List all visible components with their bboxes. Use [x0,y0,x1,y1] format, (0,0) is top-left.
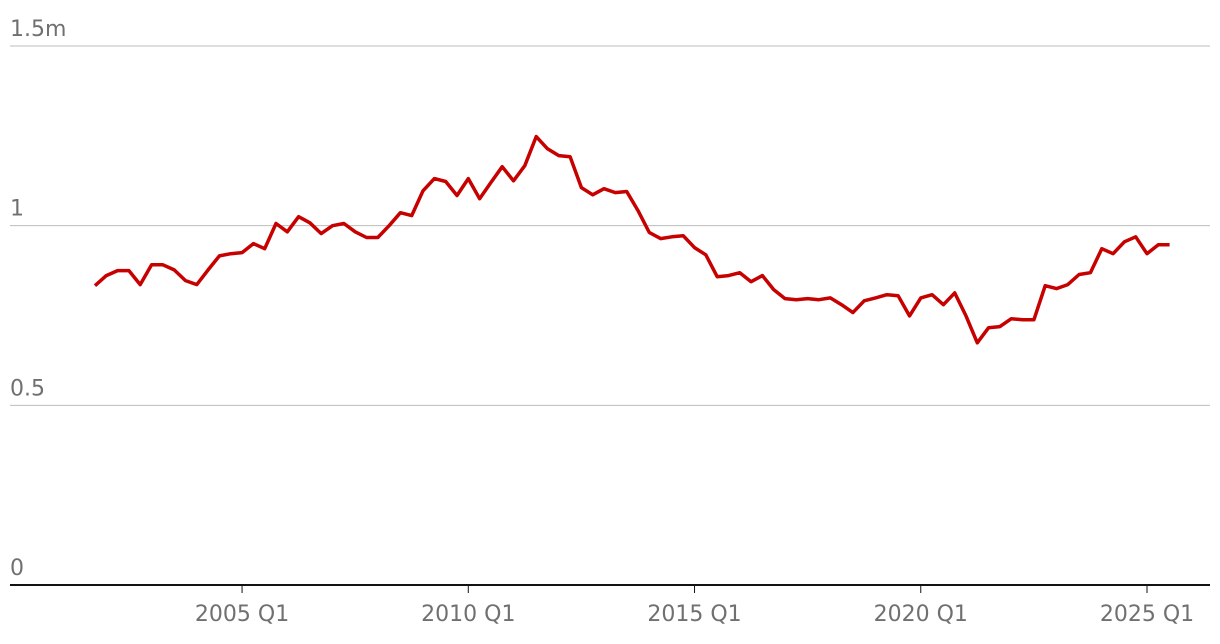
y-tick-label: 0 [10,556,24,581]
x-tick-label: 2015 Q1 [647,602,741,627]
x-tick-label: 2005 Q1 [195,602,289,627]
x-tick-label: 2025 Q1 [1100,602,1194,627]
y-tick-label: 1 [10,197,24,222]
x-tick-label: 2010 Q1 [421,602,515,627]
y-tick-label: 1.5m [10,17,66,42]
x-tick-label: 2020 Q1 [874,602,968,627]
y-tick-label: 0.5 [10,376,45,401]
data-line [93,134,1170,345]
